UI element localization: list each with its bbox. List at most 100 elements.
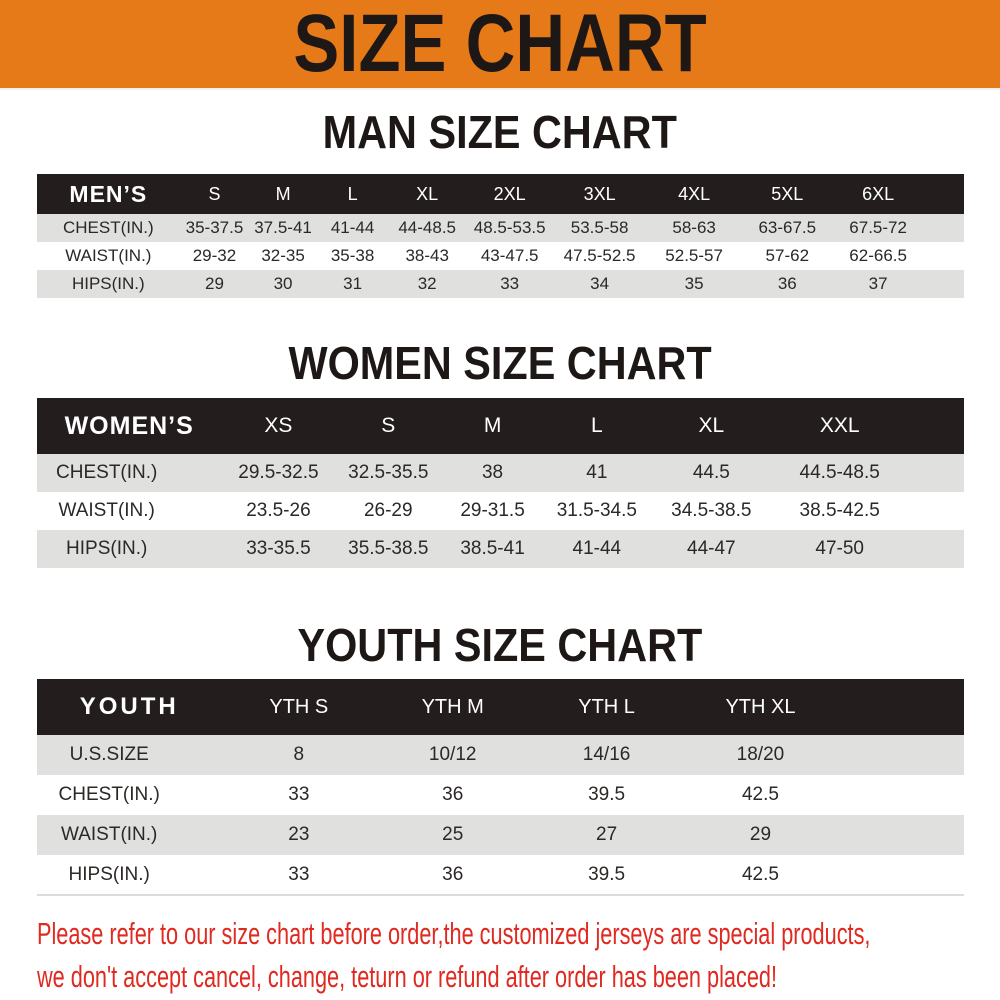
size-value-cell: 32.5-35.5 [348,462,429,483]
row-label: CHEST(IN.) [58,784,160,805]
size-value-cell: 26-29 [363,500,413,521]
table-header-row: YOUTH YTH S YTH M YTH L YTH XL [36,679,964,735]
size-value-cell: 36 [777,274,797,293]
table-row: WAIST(IN.) 23.5-26 26-29 29-31.5 31.5-34.5 34… [37,492,964,530]
size-value-cell: 35 [684,274,704,293]
size-value-cell: 38.5-41 [460,538,525,559]
size-value-cell: 42.5 [741,784,779,805]
size-value-cell: 27 [596,824,618,845]
size-column-header: L [347,183,358,204]
size-value-cell: 44.5-48.5 [799,462,880,483]
size-column-header: 3XL [583,183,616,204]
size-value-cell: 29 [205,274,224,293]
size-table: YOUTH YTH S YTH M YTH L YTH XL U.S.SIZE 8 10/12… [36,679,964,896]
size-value-cell: 14/16 [582,744,631,765]
size-value-cell: 30 [273,274,293,293]
row-label: WAIST(IN.) [65,246,152,265]
size-value-cell: 41 [586,462,608,483]
row-label: CHEST(IN.) [56,462,158,483]
row-label: HIPS(IN.) [66,538,148,559]
table-row: WAIST(IN.) 23 25 27 29 [36,815,964,855]
size-chart-banner: SIZE CHART [0,0,1000,90]
size-value-cell: 36 [442,863,464,885]
women-size-chart-heading: WOMEN SIZE CHART [288,337,712,389]
table-row: HIPS(IN.) 33 36 39.5 42.5 [37,855,964,895]
table-row: CHEST(IN.) 33 36 39.5 42.5 [37,775,964,815]
row-label: WAIST(IN.) [58,500,155,521]
size-table: WOMEN’S XS S M L XL XXL CHEST(IN.) 29.5-32.5 32.5… [36,398,964,568]
size-value-cell: 42.5 [741,863,779,885]
size-value-cell: 34.5-38.5 [671,500,752,521]
youth-size-chart-heading: YOUTH SIZE CHART [297,618,703,671]
disclaimer-line-1: Please refer to our size chart before or… [36,916,870,951]
size-value-cell: 32 [417,274,437,293]
spacer-cell [837,815,963,855]
size-value-cell: 23.5-26 [246,500,311,521]
row-label: CHEST(IN.) [63,218,154,237]
size-value-cell: 33 [288,784,310,805]
size-value-cell: 25 [442,824,464,845]
spacer-cell [837,775,963,815]
size-value-cell: 33 [500,274,520,293]
row-label: HIPS(IN.) [71,274,145,293]
spacer-cell [907,492,964,530]
table-header-row: WOMEN’S XS S M L XL XXL [36,398,964,454]
spacer-cell [837,679,963,735]
size-column-header: S [381,414,396,437]
size-value-cell: 47-50 [815,538,864,559]
size-column-header: M [275,183,291,204]
spacer-cell [907,454,964,492]
size-column-header: YTH L [578,695,635,718]
disclaimer-footer: Please refer to our size chart before or… [37,912,964,998]
size-value-cell: 52.5-57 [665,246,723,265]
table-row: HIPS(IN.) 29 30 31 32 33 34 35 36 37 [36,270,964,298]
table-corner-label: YOUTH [79,693,179,720]
spacer-cell [837,735,963,775]
size-value-cell: 29 [749,824,772,845]
size-value-cell: 67.5-72 [849,218,907,237]
size-column-header: XL [698,414,725,437]
size-value-cell: 10/12 [428,744,477,765]
table-corner-label: WOMEN’S [64,411,194,440]
size-column-header: 2XL [493,183,526,204]
size-column-header: YTH XL [725,695,796,718]
row-label: WAIST(IN.) [60,824,158,845]
size-value-cell: 23 [288,824,310,845]
man-size-chart-heading: MAN SIZE CHART [322,106,678,158]
spacer-cell [924,270,964,298]
spacer-cell [924,174,964,214]
spacer-cell [907,530,964,568]
size-value-cell: 29-31.5 [460,500,525,521]
size-value-cell: 35-37.5 [185,218,244,237]
size-column-header: S [208,183,221,204]
table-row: CHEST(IN.) 29.5-32.5 32.5-35.5 38 41 44.5 44.5… [36,454,964,492]
size-value-cell: 39.5 [588,863,626,885]
size-value-cell: 31 [343,274,363,293]
table-corner-label: MEN’S [69,180,148,207]
size-value-cell: 35.5-38.5 [348,538,429,559]
size-column-header: 4XL [678,183,711,204]
size-value-cell: 44.5 [692,462,730,483]
size-table: MEN’S S M L XL 2XL 3XL 4XL 5XL 6XL CHEST(IN.) 35-37… [36,174,964,298]
size-value-cell: 37 [868,274,888,293]
size-value-cell: 58-63 [672,218,716,237]
size-column-header: M [483,414,502,437]
table-row: CHEST(IN.) 35-37.5 37.5-41 41-44 44-48.5 48.5… [36,214,964,242]
size-value-cell: 62-66.5 [849,246,907,265]
size-value-cell: 8 [293,744,305,765]
size-column-header: XXL [819,414,860,437]
size-value-cell: 48.5-53.5 [473,218,546,237]
table-row: HIPS(IN.) 33-35.5 35.5-38.5 38.5-41 41-44 44-… [36,530,964,568]
size-value-cell: 44-47 [687,538,736,559]
size-value-cell: 57-62 [765,246,810,265]
size-value-cell: 32-35 [261,246,305,265]
man-section-heading-block: MAN SIZE CHART [37,90,964,174]
content-area: MAN SIZE CHART MEN’S S M L XL 2XL 3XL 4XL 5XL 6XL… [36,90,964,998]
table-row: U.S.SIZE 8 10/12 14/16 18/20 [36,735,964,775]
size-value-cell: 34 [590,274,610,293]
size-value-cell: 29-32 [192,246,237,265]
size-column-header: XL [416,183,439,204]
size-value-cell: 53.5-58 [570,218,629,237]
size-value-cell: 41-44 [330,218,375,237]
size-value-cell: 31.5-34.5 [556,500,637,521]
